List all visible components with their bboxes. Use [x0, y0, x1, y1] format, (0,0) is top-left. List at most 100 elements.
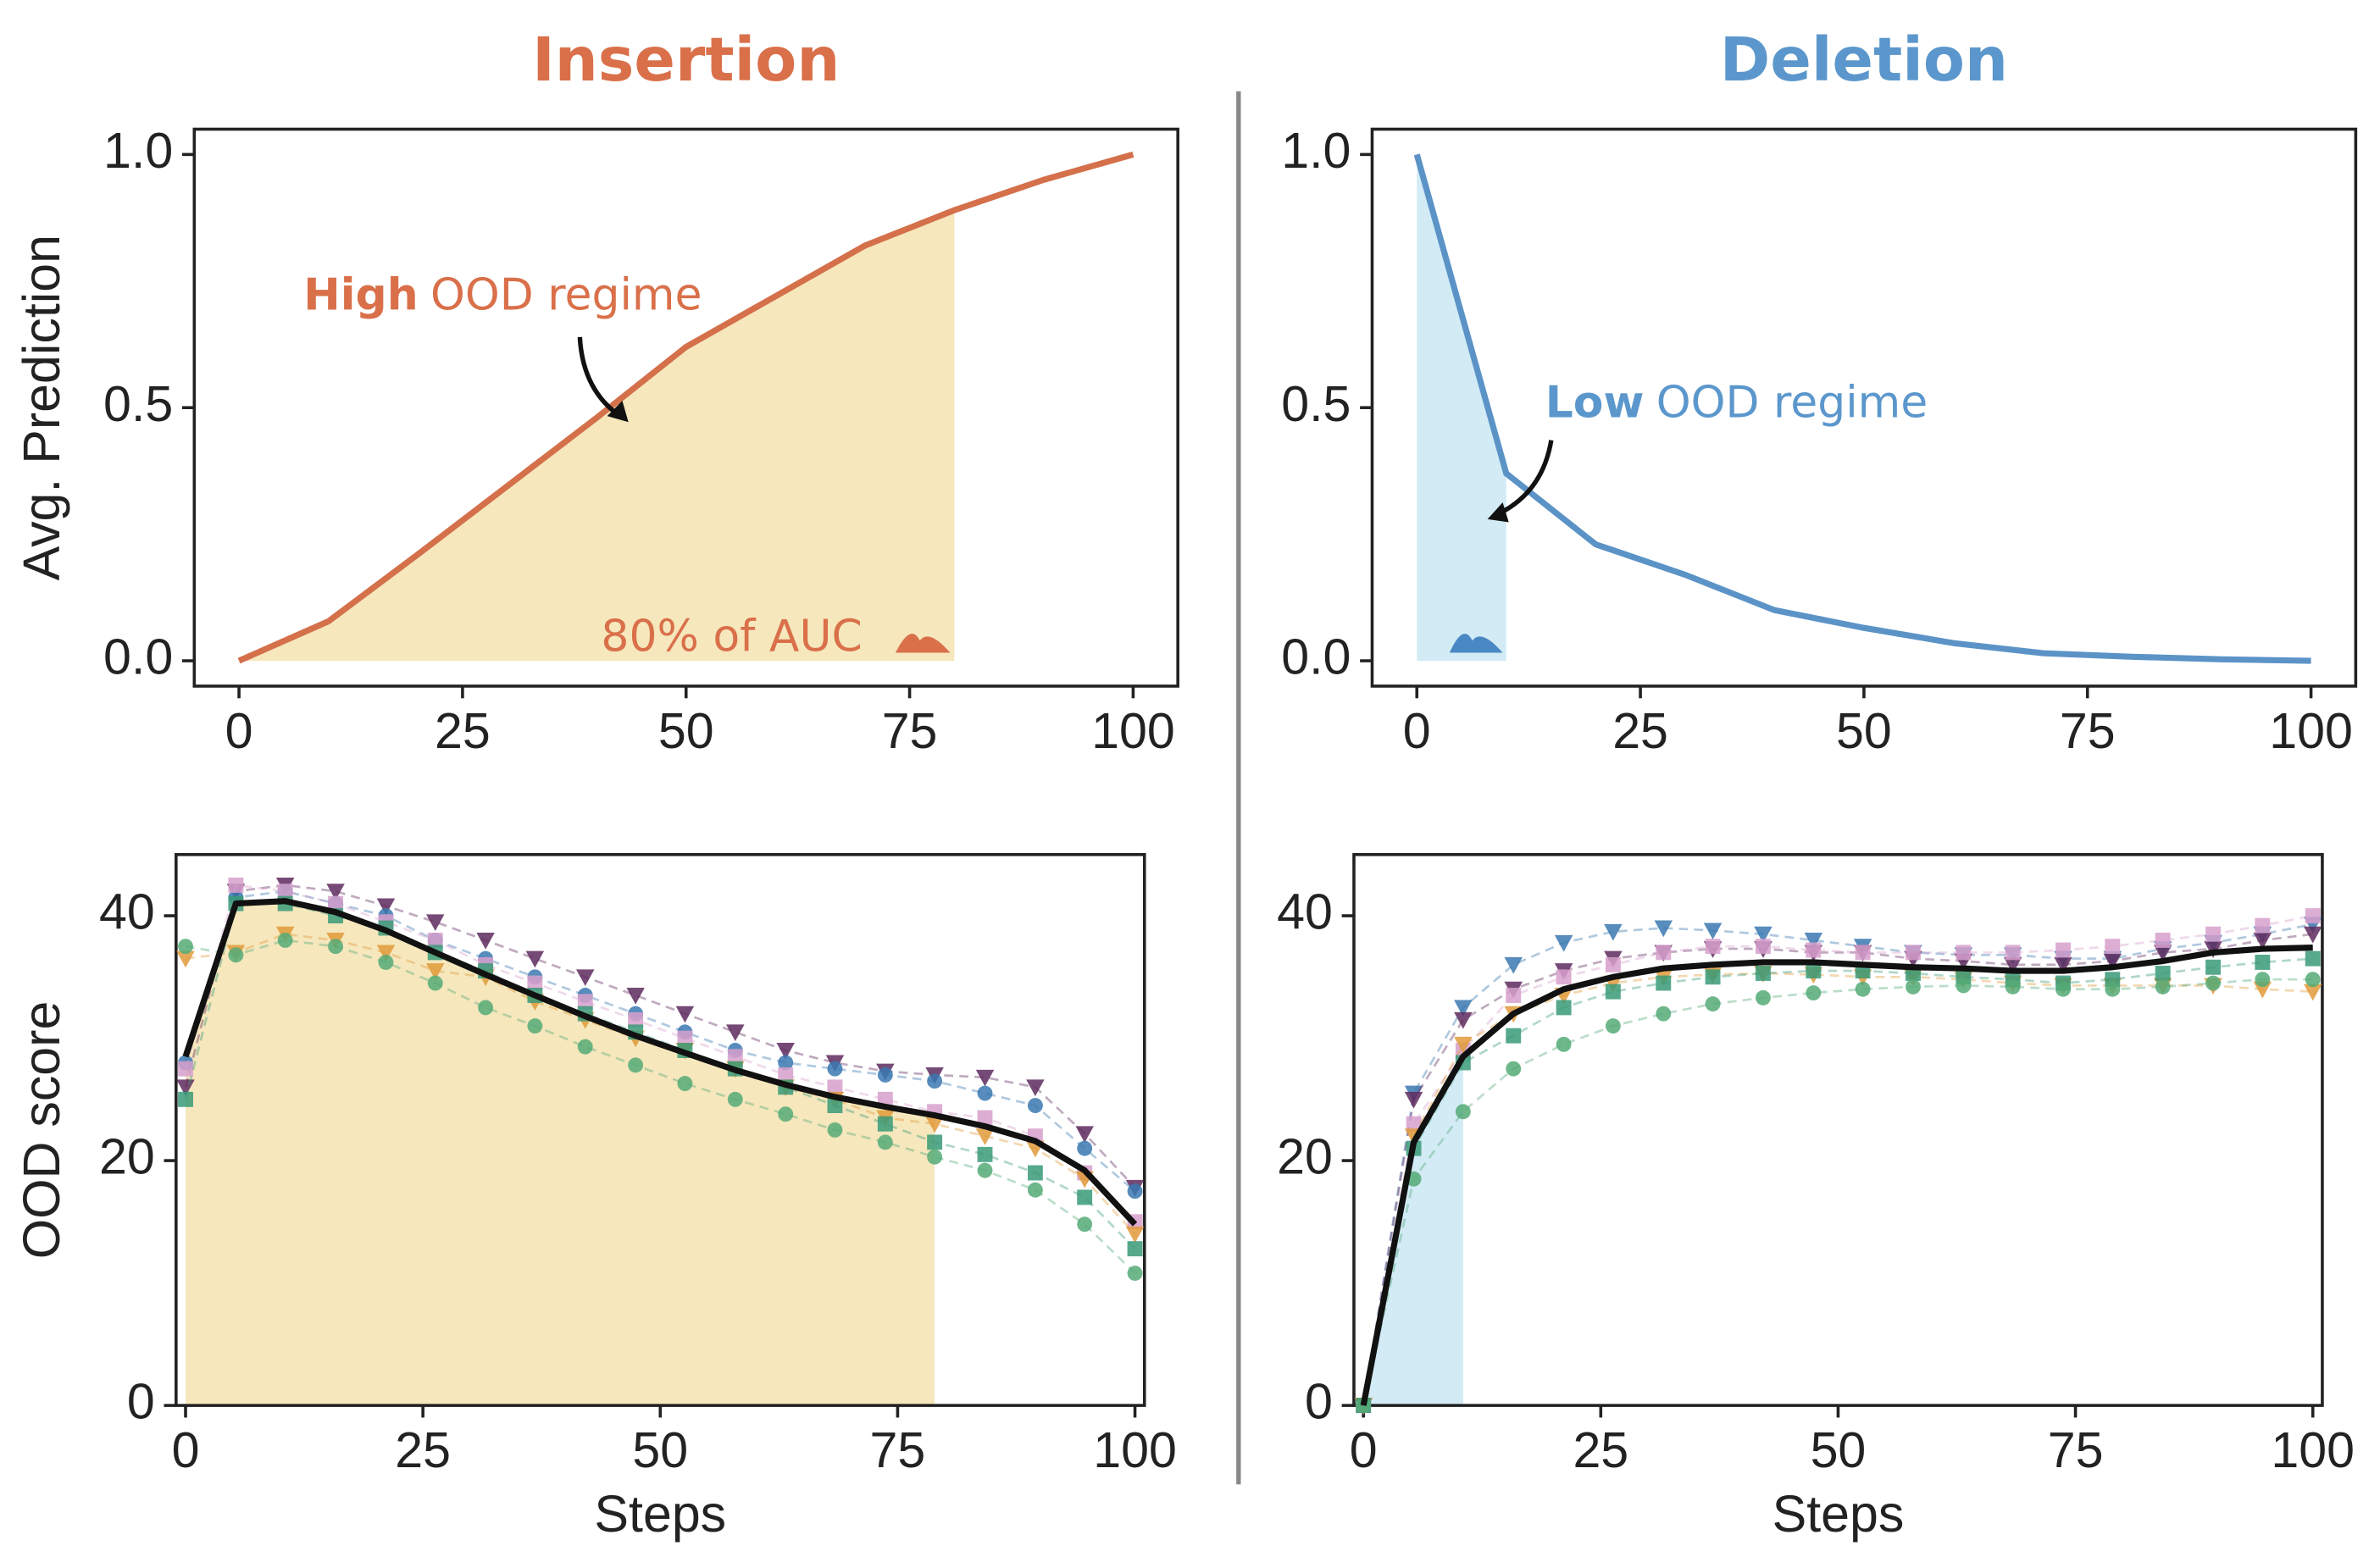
data-point: [326, 884, 345, 900]
x-tick-label: 0: [172, 1421, 200, 1478]
data-point: [1605, 956, 1621, 972]
data-point: [1454, 1000, 1473, 1017]
x-tick-label: 0: [1403, 702, 1431, 759]
data-point: [328, 939, 344, 955]
x-tick-label: 25: [1573, 1421, 1628, 1478]
panel-title: Deletion: [1720, 24, 2008, 95]
data-point: [1806, 942, 1822, 958]
y-tick-label: 40: [1277, 884, 1333, 940]
data-point: [2055, 942, 2071, 958]
series-line: [185, 933, 1136, 1235]
x-tick-label: 25: [435, 702, 491, 759]
data-point: [677, 1076, 693, 1091]
data-point: [1604, 923, 1623, 941]
annotation-text: OOD regime: [430, 269, 702, 320]
series-line: [1362, 972, 2313, 1406]
data-point: [2255, 955, 2271, 970]
arrowhead: [607, 401, 629, 423]
data-point: [425, 914, 445, 932]
data-point: [178, 1061, 193, 1077]
data-point: [425, 963, 445, 980]
data-point: [927, 1149, 943, 1165]
data-point: [1127, 1241, 1143, 1257]
data-point: [527, 1018, 543, 1034]
x-tick-label: 100: [1093, 1421, 1177, 1478]
data-point: [677, 1030, 693, 1046]
data-point: [675, 1006, 695, 1023]
data-point: [925, 1116, 944, 1133]
x-tick-label: 0: [1350, 1421, 1378, 1478]
data-point: [1556, 969, 1572, 985]
data-point: [1127, 1266, 1143, 1281]
data-point: [2305, 908, 2321, 924]
mean-line: [1360, 945, 2313, 1406]
data-point: [877, 1134, 893, 1150]
x-tick-label: 75: [2048, 1421, 2104, 1478]
y-tick-label: 0.5: [103, 375, 173, 432]
data-point: [2105, 981, 2121, 997]
data-point: [726, 1024, 745, 1042]
data-point: [2255, 972, 2271, 988]
data-point: [2055, 981, 2071, 997]
data-point: [1027, 1182, 1043, 1198]
data-point: [2103, 953, 2122, 971]
data-point: [1806, 963, 1822, 979]
shaded-area: [1363, 1056, 1463, 1406]
data-point: [977, 1146, 993, 1162]
data-point: [1026, 1079, 1045, 1097]
x-tick-label: 50: [658, 702, 714, 759]
data-point: [827, 1122, 843, 1138]
y-tick-label: 0: [127, 1373, 155, 1430]
data-point: [1956, 945, 1972, 961]
mean-line: [1413, 153, 2311, 664]
data-point: [1605, 1018, 1621, 1034]
data-point: [1656, 945, 1672, 961]
data-point: [2253, 933, 2272, 950]
data-point: [427, 975, 443, 991]
data-point: [778, 1055, 794, 1071]
series-line: [184, 889, 1136, 1193]
data-point: [628, 1011, 644, 1028]
data-point: [1077, 1216, 1093, 1233]
data-point: [1703, 923, 1723, 940]
data-point: [2005, 978, 2021, 995]
data-point: [778, 1106, 794, 1122]
y-tick-label: 40: [99, 884, 155, 940]
data-point: [478, 1000, 494, 1016]
annotation-bold: High: [303, 269, 418, 320]
data-point: [1906, 945, 1921, 961]
shaded-area: [1417, 154, 1506, 662]
x-tick-label: 50: [1811, 1421, 1867, 1478]
data-point: [228, 877, 244, 893]
x-tick-label: 75: [2060, 702, 2116, 759]
data-point: [927, 1134, 943, 1150]
y-tick-label: 0: [1305, 1373, 1333, 1430]
y-tick-label: 1.0: [1281, 122, 1351, 179]
x-tick-label: 0: [225, 702, 253, 759]
data-point: [977, 1162, 993, 1178]
y-tick-label: 0.5: [1281, 375, 1351, 432]
data-point: [1656, 975, 1672, 991]
y-axis-label: OOD score: [13, 1001, 70, 1260]
series-line: [1362, 933, 2313, 1406]
data-point: [827, 1061, 843, 1077]
y-axis-label: Avg. Prediction: [13, 235, 70, 580]
data-point: [427, 933, 443, 948]
data-point: [1027, 1165, 1043, 1181]
data-point: [1454, 1011, 1473, 1029]
data-point: [527, 975, 543, 991]
arrowhead: [1487, 502, 1509, 523]
annotation: Low OOD regime: [1545, 378, 1928, 429]
data-point: [776, 1043, 795, 1060]
data-point: [2003, 956, 2022, 974]
data-point: [376, 945, 396, 962]
x-tick-label: 25: [1612, 702, 1668, 759]
data-point: [176, 950, 195, 968]
data-point: [927, 1073, 943, 1089]
data-point: [328, 895, 344, 911]
data-point: [778, 1067, 794, 1083]
data-point: [2005, 945, 2021, 961]
series-line: [1362, 978, 2313, 1406]
data-point: [1855, 981, 1871, 997]
data-point: [577, 994, 593, 1010]
